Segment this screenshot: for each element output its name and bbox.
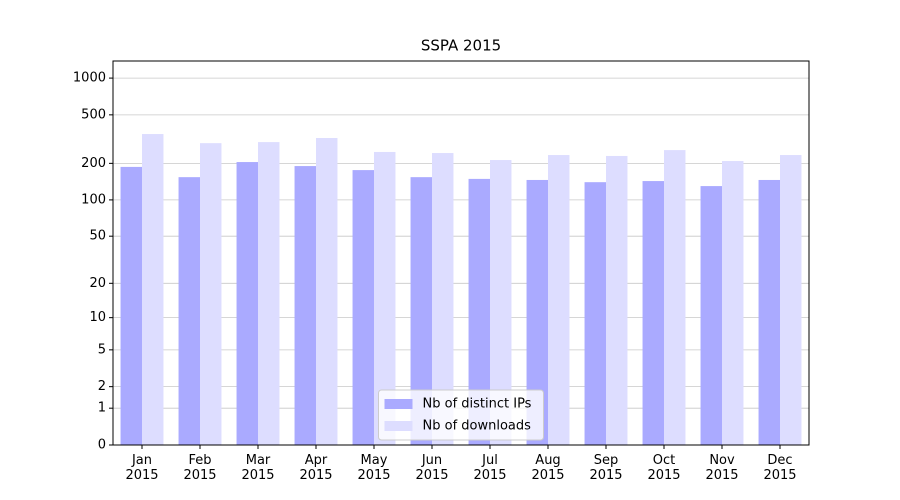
legend-swatch: [384, 421, 413, 431]
x-tick-label: May 2015: [357, 453, 391, 483]
legend-swatch: [384, 399, 413, 409]
bar: [664, 150, 686, 445]
y-tick-label: 50: [89, 229, 106, 244]
legend-label: Nb of downloads: [423, 419, 532, 434]
x-tick-label: Feb 2015: [183, 453, 217, 483]
y-tick-label: 200: [81, 156, 106, 171]
grid: [113, 77, 809, 446]
x-tick-label: Nov 2015: [705, 453, 739, 483]
y-tick-label: 1: [98, 401, 106, 416]
bar: [142, 134, 164, 445]
bar: [722, 161, 744, 445]
legend-box: [378, 389, 544, 441]
bar: [258, 142, 280, 445]
y-tick-label: 500: [81, 107, 106, 122]
bar: [294, 166, 316, 445]
x-tick-label: Apr 2015: [299, 453, 333, 483]
plot-frame: [112, 60, 810, 446]
bar: [490, 160, 512, 446]
bar: [780, 155, 802, 445]
legend: Nb of distinct IPs Nb of downloads: [378, 389, 544, 441]
bar: [120, 166, 142, 446]
y-tick-label: 5: [98, 342, 106, 357]
x-tick-label: Jun 2015: [415, 453, 449, 483]
legend-label: Nb of distinct IPs: [423, 397, 532, 412]
x-tick-label: Jul 2015: [473, 453, 507, 483]
x-tick-label: Sep 2015: [589, 453, 623, 483]
x-tick-label: Mar 2015: [241, 453, 275, 483]
y-tick-label: 100: [81, 192, 106, 207]
x-tick-label: Jan 2015: [125, 453, 159, 483]
bar: [432, 153, 454, 446]
bar: [316, 137, 338, 445]
bar: [236, 162, 258, 445]
y-tick-label: 1000: [73, 71, 106, 86]
bar: [526, 179, 548, 445]
bar: [200, 143, 222, 445]
x-tick-label: Dec 2015: [763, 453, 797, 483]
bar: [584, 182, 606, 446]
x-tick-label: Oct 2015: [647, 453, 681, 483]
y-tick-label: 2: [98, 379, 106, 394]
bar: [352, 170, 374, 445]
bar: [548, 155, 570, 445]
chart-title: SSPA 2015: [421, 37, 501, 55]
bar: [642, 181, 664, 446]
bar: [410, 177, 432, 445]
bar: [178, 177, 200, 445]
bar: [468, 178, 490, 446]
bar: [700, 186, 722, 445]
bar: [606, 155, 628, 445]
bar: [374, 151, 396, 445]
x-tick-label: Aug 2015: [531, 453, 565, 483]
y-tick-label: 10: [89, 310, 106, 325]
bar: [758, 179, 780, 445]
y-tick-label: 20: [89, 276, 106, 291]
y-tick-label: 0: [98, 438, 106, 453]
